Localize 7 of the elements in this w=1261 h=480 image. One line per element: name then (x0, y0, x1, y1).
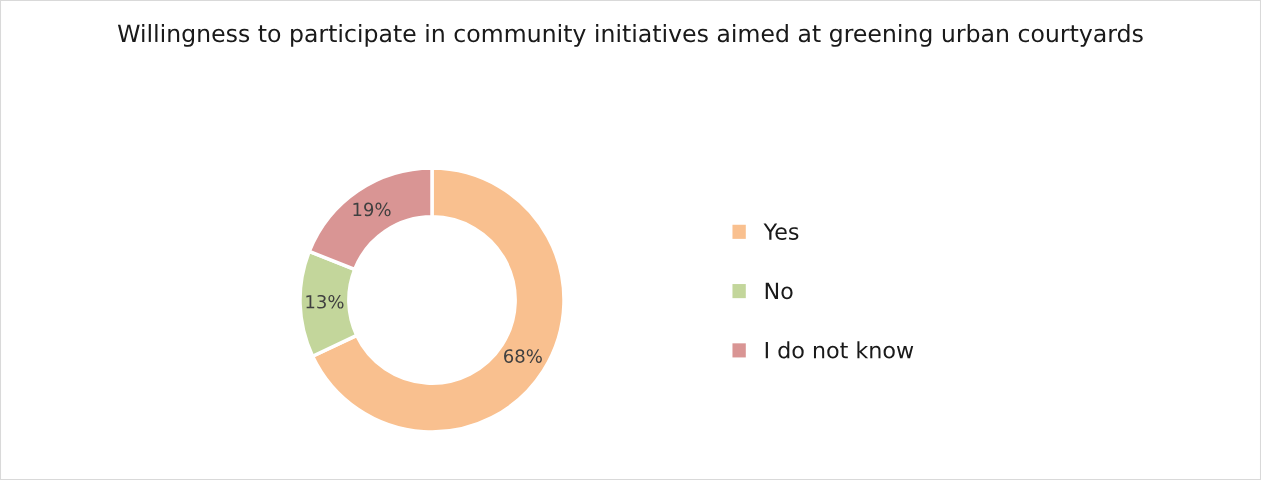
legend-label: No (765, 282, 793, 300)
data-label: 13% (306, 294, 344, 309)
legend-label: I do not know (765, 341, 914, 359)
legend-label: Yes (763, 223, 799, 240)
data-label: 68% (504, 349, 542, 363)
chart-title: Willingness to participate in community initiatives aimed at greening urban courtyards (117, 24, 1143, 47)
data-label: 19% (353, 202, 391, 217)
